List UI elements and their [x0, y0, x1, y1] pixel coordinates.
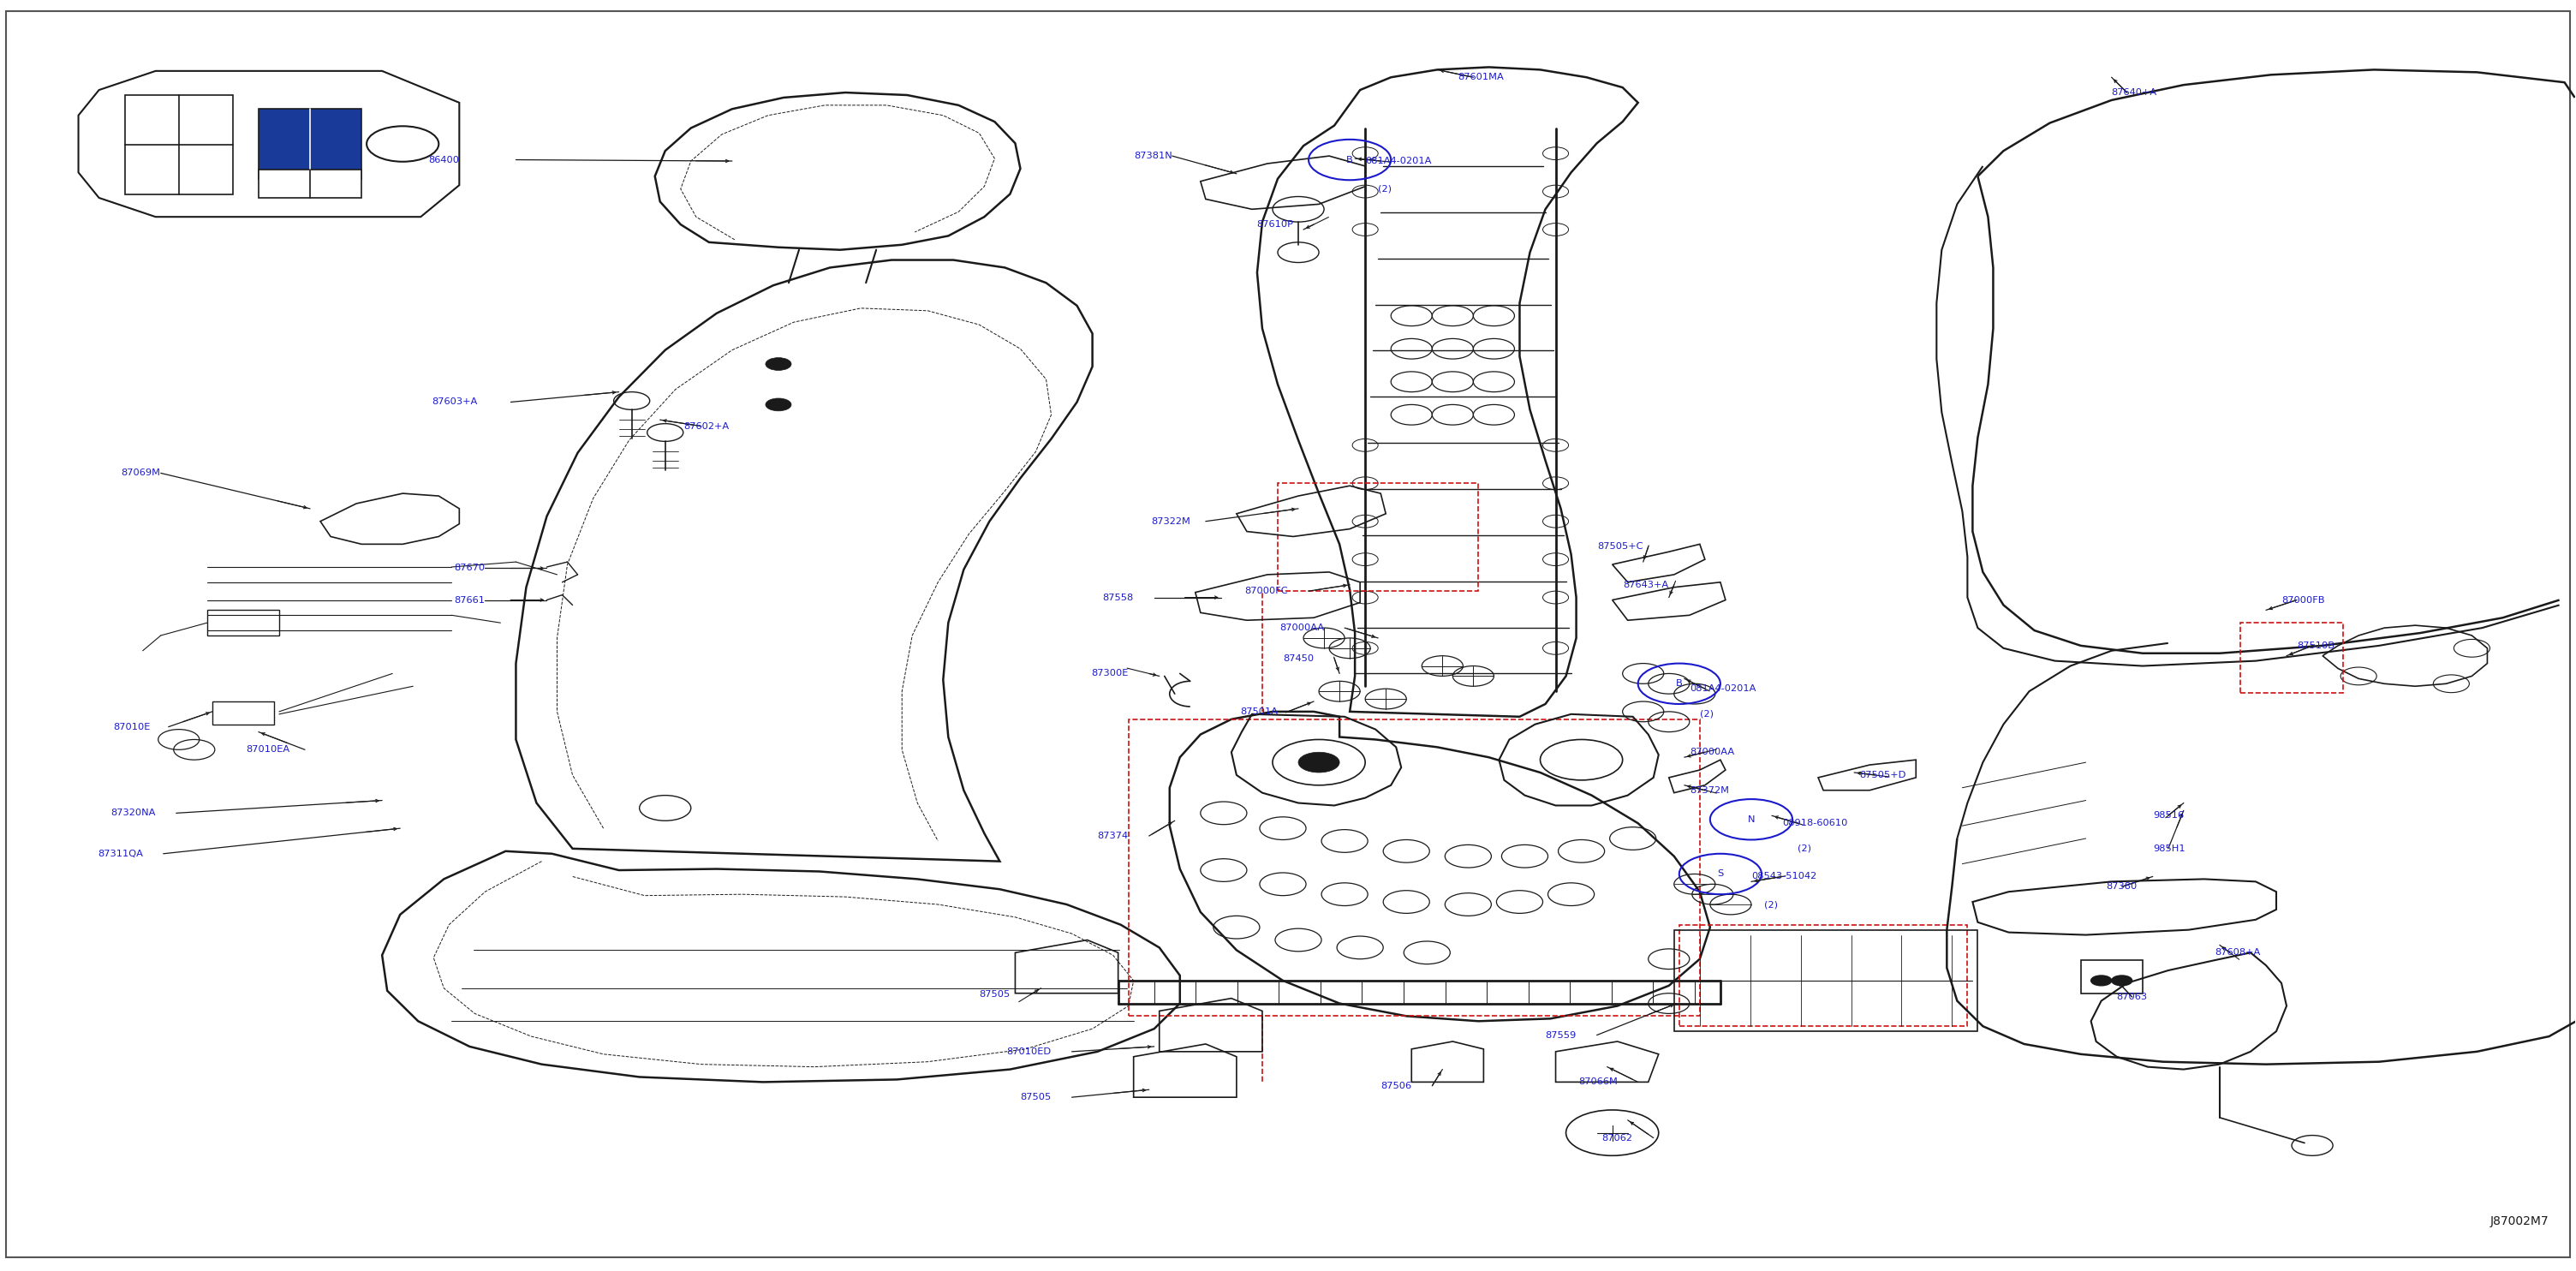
- Text: (2): (2): [1378, 184, 1391, 193]
- Text: 87610P: 87610P: [1257, 220, 1293, 229]
- Text: 08918-60610: 08918-60610: [1783, 819, 1847, 827]
- Text: 87374: 87374: [1097, 831, 1128, 840]
- Text: 87010EA: 87010EA: [245, 745, 289, 754]
- Text: 87661: 87661: [453, 596, 484, 604]
- Text: 08543-51042: 08543-51042: [1752, 872, 1816, 881]
- Text: 87450: 87450: [1283, 655, 1314, 662]
- Text: (2): (2): [1765, 900, 1777, 909]
- Text: 87010E: 87010E: [113, 722, 149, 731]
- Text: 87066M: 87066M: [1579, 1078, 1618, 1087]
- Text: (2): (2): [1798, 844, 1811, 853]
- Text: 87505: 87505: [979, 990, 1010, 999]
- Text: N: N: [1747, 815, 1754, 824]
- Text: 87505: 87505: [1020, 1093, 1051, 1102]
- Text: 87322M: 87322M: [1151, 517, 1190, 526]
- Text: 87010ED: 87010ED: [1007, 1047, 1051, 1056]
- Text: 87069M: 87069M: [121, 469, 160, 478]
- Text: 87640+A: 87640+A: [2112, 88, 2156, 97]
- Text: 081A4-0201A: 081A4-0201A: [1365, 156, 1432, 165]
- Circle shape: [1298, 752, 1340, 773]
- Text: 87062: 87062: [1602, 1134, 1633, 1143]
- Text: 87603+A: 87603+A: [433, 398, 477, 407]
- Text: S: S: [1718, 869, 1723, 878]
- Text: 87063: 87063: [2117, 993, 2148, 1002]
- Text: 87320NA: 87320NA: [111, 808, 155, 817]
- Circle shape: [765, 357, 791, 370]
- Circle shape: [2112, 975, 2133, 985]
- Text: 87000AA: 87000AA: [1280, 624, 1324, 632]
- Text: J87002M7: J87002M7: [2491, 1215, 2550, 1228]
- Bar: [124, 95, 232, 194]
- Text: 081A4-0201A: 081A4-0201A: [1690, 685, 1757, 693]
- Text: 87505+C: 87505+C: [1597, 543, 1643, 552]
- Text: 87670: 87670: [453, 564, 484, 572]
- Text: 86400: 86400: [428, 155, 459, 164]
- Text: 87601MA: 87601MA: [1458, 72, 1504, 81]
- Text: 87505+D: 87505+D: [1860, 770, 1906, 779]
- Bar: [258, 109, 361, 179]
- Text: 87000FC: 87000FC: [1244, 587, 1288, 595]
- Text: (2): (2): [1700, 710, 1713, 718]
- Text: 87372M: 87372M: [1690, 785, 1728, 794]
- Text: 87501A: 87501A: [1239, 708, 1278, 716]
- Text: 87608+A: 87608+A: [2215, 948, 2259, 957]
- Text: 87558: 87558: [1103, 594, 1133, 601]
- Text: 87559: 87559: [1546, 1031, 1577, 1040]
- Text: B: B: [1677, 680, 1682, 688]
- Text: 87000AA: 87000AA: [1690, 747, 1734, 756]
- Text: 98516: 98516: [2154, 811, 2184, 820]
- Text: 87380: 87380: [2107, 882, 2138, 891]
- Text: B: B: [1347, 155, 1352, 164]
- Text: 985H1: 985H1: [2154, 844, 2184, 853]
- Circle shape: [765, 398, 791, 411]
- Text: 87381N: 87381N: [1133, 151, 1172, 160]
- Bar: [258, 170, 361, 198]
- Text: 87643+A: 87643+A: [1623, 581, 1669, 588]
- Text: 87311QA: 87311QA: [98, 849, 142, 858]
- Text: 87000FB: 87000FB: [2282, 596, 2324, 604]
- Text: 87300E: 87300E: [1092, 670, 1128, 677]
- Text: 87602+A: 87602+A: [683, 422, 729, 431]
- Text: 87506: 87506: [1381, 1082, 1412, 1091]
- Text: 87510B: 87510B: [2298, 642, 2334, 649]
- Circle shape: [2092, 975, 2112, 985]
